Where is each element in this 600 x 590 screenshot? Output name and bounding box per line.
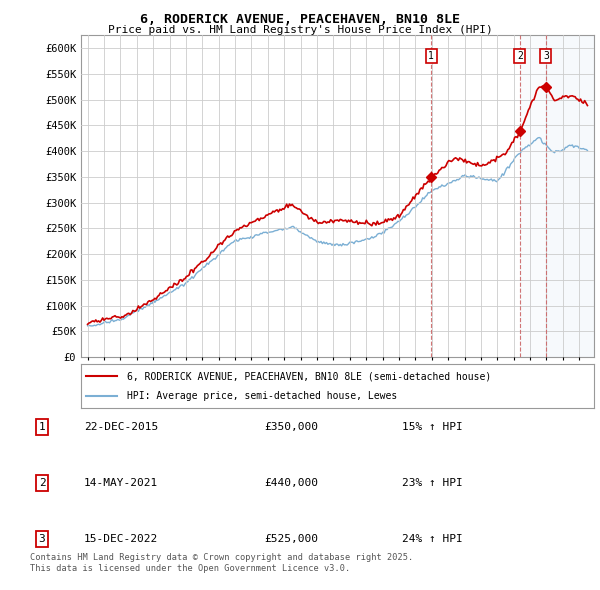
Text: 3: 3 xyxy=(38,534,46,544)
Text: 6, RODERICK AVENUE, PEACEHAVEN, BN10 8LE (semi-detached house): 6, RODERICK AVENUE, PEACEHAVEN, BN10 8LE… xyxy=(127,372,491,381)
Bar xyxy=(520,35,546,357)
Text: HPI: Average price, semi-detached house, Lewes: HPI: Average price, semi-detached house,… xyxy=(127,391,397,401)
Text: 24% ↑ HPI: 24% ↑ HPI xyxy=(402,534,463,544)
Text: 22-DEC-2015: 22-DEC-2015 xyxy=(84,422,158,432)
Text: £440,000: £440,000 xyxy=(264,478,318,488)
Text: 1: 1 xyxy=(428,51,434,61)
Bar xyxy=(546,35,594,357)
Text: 1: 1 xyxy=(38,422,46,432)
Text: £525,000: £525,000 xyxy=(264,534,318,544)
Text: 6, RODERICK AVENUE, PEACEHAVEN, BN10 8LE: 6, RODERICK AVENUE, PEACEHAVEN, BN10 8LE xyxy=(140,13,460,26)
Text: 14-MAY-2021: 14-MAY-2021 xyxy=(84,478,158,488)
Text: 23% ↑ HPI: 23% ↑ HPI xyxy=(402,478,463,488)
Text: Contains HM Land Registry data © Crown copyright and database right 2025.
This d: Contains HM Land Registry data © Crown c… xyxy=(30,553,413,573)
Text: Price paid vs. HM Land Registry's House Price Index (HPI): Price paid vs. HM Land Registry's House … xyxy=(107,25,493,35)
Text: 3: 3 xyxy=(543,51,549,61)
Text: 15-DEC-2022: 15-DEC-2022 xyxy=(84,534,158,544)
Text: 2: 2 xyxy=(517,51,523,61)
Text: 15% ↑ HPI: 15% ↑ HPI xyxy=(402,422,463,432)
Text: £350,000: £350,000 xyxy=(264,422,318,432)
Text: 2: 2 xyxy=(38,478,46,488)
